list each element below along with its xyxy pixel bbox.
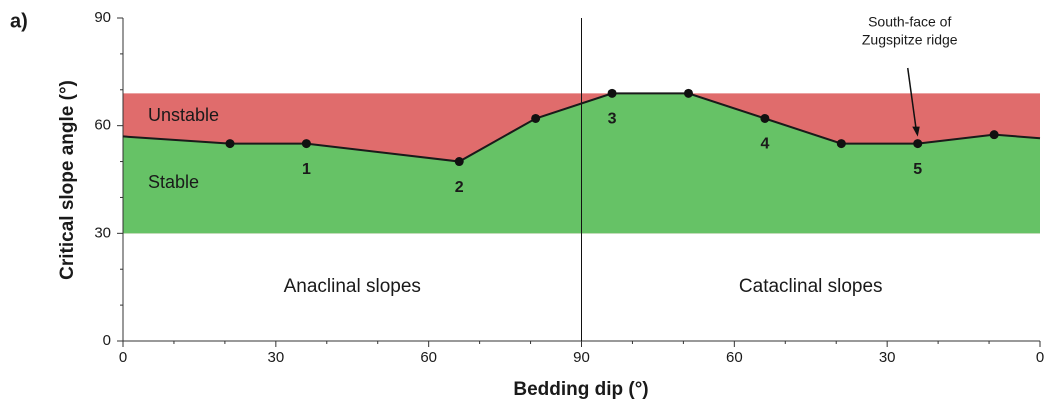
- point: [760, 113, 770, 123]
- point-label: 3: [608, 111, 617, 128]
- point: [836, 139, 846, 149]
- y-tick-label: 30: [94, 224, 111, 241]
- point-label: 4: [760, 136, 769, 153]
- x-tick-label: 60: [420, 349, 437, 366]
- callout-arrowhead: [912, 126, 920, 137]
- point-label: 5: [913, 161, 922, 178]
- stable-label: Stable: [148, 172, 199, 192]
- x-tick-label: 60: [726, 349, 743, 366]
- y-axis-label: Critical slope angle (°): [57, 80, 78, 280]
- callout-arrow: [906, 67, 918, 134]
- unstable-label: Unstable: [148, 105, 219, 125]
- region-label: Cataclinal slopes: [739, 276, 883, 297]
- y-tick-label: 0: [103, 332, 111, 349]
- x-tick-label: 30: [879, 349, 896, 366]
- y-tick-label: 60: [94, 117, 111, 134]
- point: [454, 157, 464, 167]
- x-tick-label: 0: [1036, 349, 1044, 366]
- x-tick-label: 90: [573, 349, 590, 366]
- point-label: 2: [455, 179, 464, 196]
- point: [531, 113, 541, 123]
- region-label: Anaclinal slopes: [284, 276, 421, 297]
- point: [989, 130, 999, 140]
- x-tick-label: 30: [267, 349, 284, 366]
- callout-text: Zugspitze ridge: [862, 32, 958, 48]
- point: [913, 139, 923, 149]
- panel-label: a): [10, 10, 28, 32]
- line: [122, 92, 1041, 163]
- point: [301, 139, 311, 149]
- x-axis-label: Bedding dip (°): [513, 379, 648, 400]
- point: [225, 139, 235, 149]
- point-label: 1: [302, 161, 311, 178]
- point: [683, 88, 693, 98]
- callout-text: South-face of: [868, 14, 951, 30]
- point: [607, 88, 617, 98]
- x-tick-label: 0: [119, 349, 127, 366]
- y-tick-label: 90: [94, 9, 111, 26]
